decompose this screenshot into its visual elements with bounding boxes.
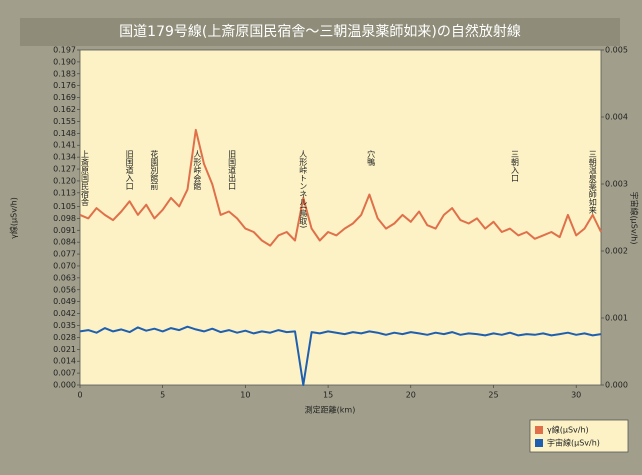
y-tick-label: 0.113 bbox=[53, 188, 76, 197]
annotation: 穴鴨 bbox=[367, 149, 376, 167]
x-axis-label: 測定距離(km) bbox=[305, 405, 356, 415]
y-axis-label: γ線(μSv/h) bbox=[9, 197, 19, 239]
series-line bbox=[79, 325, 602, 386]
x-tick-label: 15 bbox=[323, 391, 333, 400]
y-tick-label: 0.127 bbox=[53, 165, 76, 174]
y2-tick-label: 0.001 bbox=[605, 314, 628, 323]
x-tick-label: 30 bbox=[571, 391, 581, 400]
y2-tick-label: 0.005 bbox=[605, 46, 628, 55]
y-tick-label: 0.035 bbox=[53, 321, 76, 330]
series-line bbox=[79, 128, 602, 247]
y2-axis-label: 宇宙線(μSv/h) bbox=[630, 192, 640, 245]
y-tick-label: 0.000 bbox=[53, 381, 76, 390]
y-tick-label: 0.021 bbox=[53, 345, 76, 354]
y-tick-label: 0.169 bbox=[53, 93, 76, 102]
title-bar bbox=[20, 18, 620, 46]
y-tick-label: 0.007 bbox=[53, 369, 76, 378]
annotation: 三朝温泉薬師如来 bbox=[588, 150, 597, 215]
y-tick-label: 0.091 bbox=[53, 226, 76, 235]
x-tick-label: 25 bbox=[488, 391, 498, 400]
y-tick-label: 0.155 bbox=[53, 117, 76, 126]
y-tick-label: 0.049 bbox=[53, 297, 76, 306]
y-tick-label: 0.042 bbox=[53, 309, 76, 318]
y-tick-label: 0.190 bbox=[53, 57, 76, 66]
y-tick-label: 0.014 bbox=[53, 357, 76, 366]
y-tick-label: 0.197 bbox=[53, 46, 76, 55]
y2-tick-label: 0.003 bbox=[605, 180, 628, 189]
legend-swatch bbox=[535, 439, 543, 447]
y-tick-label: 0.105 bbox=[53, 202, 76, 211]
y-tick-label: 0.063 bbox=[53, 273, 76, 282]
y-tick-label: 0.120 bbox=[53, 176, 76, 185]
chart-title: 国道179号線(上斎原国民宿舎〜三朝温泉薬師如来)の自然放射線 bbox=[119, 23, 521, 40]
y-tick-label: 0.084 bbox=[53, 238, 76, 247]
legend-swatch bbox=[535, 426, 543, 434]
y2-tick-label: 0.002 bbox=[605, 247, 628, 256]
y-tick-label: 0.162 bbox=[53, 105, 76, 114]
y-tick-label: 0.148 bbox=[53, 129, 76, 138]
annotation: 上斎原国民宿舎 bbox=[80, 150, 89, 207]
y-tick-label: 0.077 bbox=[53, 250, 76, 259]
plot-border bbox=[79, 49, 602, 386]
y-tick-label: 0.070 bbox=[53, 261, 76, 270]
y-tick-label: 0.098 bbox=[53, 214, 76, 223]
annotation: 花園別館前 bbox=[150, 149, 159, 191]
y-tick-label: 0.141 bbox=[53, 141, 76, 150]
x-tick-label: 20 bbox=[406, 391, 416, 400]
x-tick-label: 5 bbox=[160, 391, 165, 400]
annotation: 人形峠トンネル(鳥取) bbox=[299, 150, 308, 228]
legend-label: γ線(μSv/h) bbox=[547, 425, 589, 435]
y2-tick-label: 0.000 bbox=[605, 381, 628, 390]
y-tick-label: 0.056 bbox=[53, 285, 76, 294]
legend bbox=[529, 419, 629, 453]
annotation: 旧国道入口 bbox=[125, 150, 134, 190]
legend-label: 宇宙線(μSv/h) bbox=[547, 438, 600, 448]
y-tick-label: 0.134 bbox=[53, 153, 76, 162]
annotation: 三朝入口 bbox=[510, 150, 519, 182]
x-tick-label: 0 bbox=[77, 391, 82, 400]
y-tick-label: 0.028 bbox=[53, 333, 76, 342]
x-tick-label: 10 bbox=[240, 391, 250, 400]
annotation: 旧国道出口 bbox=[228, 150, 237, 190]
y-tick-label: 0.183 bbox=[53, 69, 76, 78]
annotation: 人形峠会館 bbox=[193, 150, 202, 191]
y-tick-label: 0.176 bbox=[53, 81, 76, 90]
y2-tick-label: 0.004 bbox=[605, 113, 628, 122]
